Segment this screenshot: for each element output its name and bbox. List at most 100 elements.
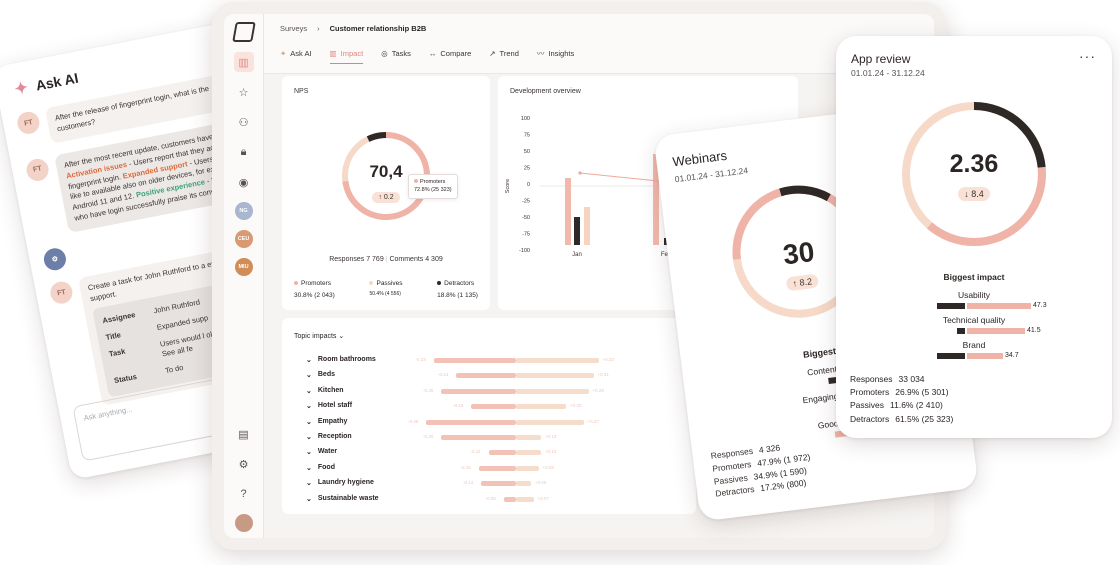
chart-icon[interactable]: ▥ <box>233 52 254 72</box>
topic-row[interactable]: ⌄ Hotel staff <box>306 402 352 410</box>
topic-negative-bar[interactable] <box>456 373 516 379</box>
tab-bar: ✦ Ask AI ▥ Impact ◎ Tasks ↔ Compare ↗ Trend 〰… <box>280 48 574 64</box>
topic-negative-bar[interactable] <box>478 465 516 471</box>
chevron-down-icon: ⌄ <box>306 387 312 395</box>
tab-trend[interactable]: ↗ Trend <box>489 48 519 64</box>
gear-icon[interactable]: ⚙ <box>238 458 249 471</box>
trend-arrow-icon: ↗ <box>489 49 496 58</box>
topic-positive-bar[interactable] <box>516 419 584 425</box>
topic-title[interactable]: Topic impacts ⌄ <box>294 332 344 340</box>
y-tick-label: -25 <box>522 199 530 205</box>
trend-point[interactable] <box>578 171 582 175</box>
avatar[interactable]: MIU <box>234 258 253 276</box>
topic-row[interactable]: ⌄ Beds <box>306 371 335 379</box>
topic-positive-bar[interactable] <box>516 481 531 487</box>
topic-positive-bar[interactable] <box>516 496 534 502</box>
y-tick-label: -100 <box>519 248 530 254</box>
bar-jan-promoters[interactable] <box>565 178 571 245</box>
topic-positive-bar[interactable] <box>516 435 541 440</box>
stat-value: 33 034 <box>898 374 925 384</box>
topic-name: Water <box>317 448 338 456</box>
topic-row[interactable]: ⌄ Food <box>306 464 335 472</box>
topic-positive-bar[interactable] <box>516 358 599 363</box>
chevron-down-icon: ⌄ <box>306 372 312 380</box>
legend-label: Detractors <box>444 280 475 287</box>
stat-value: 61.5% (25 323) <box>895 413 954 424</box>
topic-row[interactable]: ⌄ Reception <box>306 433 352 441</box>
app-logo-icon[interactable] <box>231 22 256 42</box>
ring-detractors[interactable] <box>902 102 1046 246</box>
tab-ask-ai[interactable]: ✦ Ask AI <box>280 48 312 64</box>
topic-impacts-panel: Topic impacts ⌄ ⌄ Room bathrooms -0.33 +0.3… <box>282 318 696 514</box>
topic-name: Food <box>317 463 335 471</box>
topic-positive-value: +0.10 <box>545 449 557 455</box>
topic-negative-value: -0.36 <box>408 418 419 424</box>
breadcrumb-item[interactable]: Surveys <box>280 24 308 33</box>
topic-negative-value: -0.05 <box>485 495 496 501</box>
app-review-biggest-impact: Biggest impact <box>943 272 1005 282</box>
topic-positive-bar[interactable] <box>516 404 566 410</box>
document-icon[interactable]: ▤ <box>238 428 249 441</box>
y-axis-label: Score <box>505 179 511 193</box>
nps-value: 70,4 <box>369 162 403 181</box>
avatar[interactable]: CEU <box>234 230 253 248</box>
y-tick-label: -50 <box>522 215 530 221</box>
topic-negative-value: -0.11 <box>470 449 481 455</box>
topic-row[interactable]: ⌄ Sustainable waste <box>306 495 379 503</box>
app-review-date: 01.01.24 - 31.12.24 <box>851 68 925 78</box>
topic-row[interactable]: ⌄ Water <box>306 448 337 456</box>
topic-negative-bar[interactable] <box>441 388 516 394</box>
insights-icon: 〰 <box>536 49 545 58</box>
topic-negative-value: -0.15 <box>460 464 471 470</box>
ring-detractors[interactable] <box>721 174 876 329</box>
bar-jan-detractors[interactable] <box>574 217 580 245</box>
topic-negative-bar[interactable] <box>441 435 516 440</box>
legend-value: 18.8% (1 135) <box>437 292 478 300</box>
webinars-change-value: 8.2 <box>798 276 813 288</box>
eye-icon[interactable]: ◉ <box>238 176 249 189</box>
topic-negative-bar[interactable] <box>426 419 516 425</box>
topic-row[interactable]: ⌄ Laundry hygiene <box>306 479 374 487</box>
sparkle-icon: ✦ <box>280 49 287 58</box>
topic-negative-bar[interactable] <box>503 496 516 502</box>
topic-negative-bar[interactable] <box>471 404 516 410</box>
more-options-icon[interactable]: ··· <box>1079 48 1096 64</box>
bar-feb-promoters[interactable] <box>653 154 659 245</box>
topic-name: Laundry hygiene <box>317 479 374 487</box>
topic-negative-bar[interactable] <box>433 358 516 363</box>
topic-name: Sustainable waste <box>317 494 379 502</box>
impact-value: 47.3 <box>1033 302 1047 309</box>
bar-jan-passives[interactable] <box>584 207 590 245</box>
tab-insights[interactable]: 〰 Insights <box>537 48 574 64</box>
avatar[interactable]: NG <box>234 202 253 220</box>
tab-label: Tasks <box>391 49 411 58</box>
topic-negative-value: -0.18 <box>453 403 464 409</box>
tooltip-label: Promoters <box>420 179 446 185</box>
app-review-change-value: 8.4 <box>971 189 984 199</box>
chevron-down-icon: ⌄ <box>306 357 312 364</box>
tab-impact[interactable]: ▥ Impact <box>329 48 364 64</box>
tooltip-value: 72.8% (25 323) <box>414 187 452 194</box>
nps-change-value: 0.2 <box>383 194 394 201</box>
topic-row[interactable]: ⌄ Kitchen <box>306 387 344 395</box>
topic-row[interactable]: ⌄ Room bathrooms <box>306 356 376 364</box>
topic-row[interactable]: ⌄ Empathy <box>306 418 347 426</box>
task-value[interactable]: To do <box>164 363 185 376</box>
chevron-down-icon: ⌄ <box>306 434 312 441</box>
topic-negative-bar[interactable] <box>481 481 516 487</box>
lock-icon[interactable]: 🔒︎ <box>240 145 247 158</box>
help-icon[interactable]: ? <box>240 488 247 500</box>
topic-positive-bar[interactable] <box>516 465 539 471</box>
users-icon[interactable]: ⚇ <box>238 116 249 129</box>
tab-tasks[interactable]: ◎ Tasks <box>381 48 411 64</box>
topic-positive-bar[interactable] <box>516 450 541 456</box>
legend-label: Passives <box>376 280 403 287</box>
topic-negative-bar[interactable] <box>488 450 516 456</box>
x-tick-label: Feb <box>661 252 672 258</box>
stat-value: 26.9% (5 301) <box>895 387 949 398</box>
tab-compare[interactable]: ↔ Compare <box>429 48 471 64</box>
user-avatar[interactable] <box>234 514 253 532</box>
star-icon[interactable]: ☆ <box>238 86 249 99</box>
topic-positive-bar[interactable] <box>516 388 589 394</box>
topic-positive-bar[interactable] <box>516 373 594 379</box>
